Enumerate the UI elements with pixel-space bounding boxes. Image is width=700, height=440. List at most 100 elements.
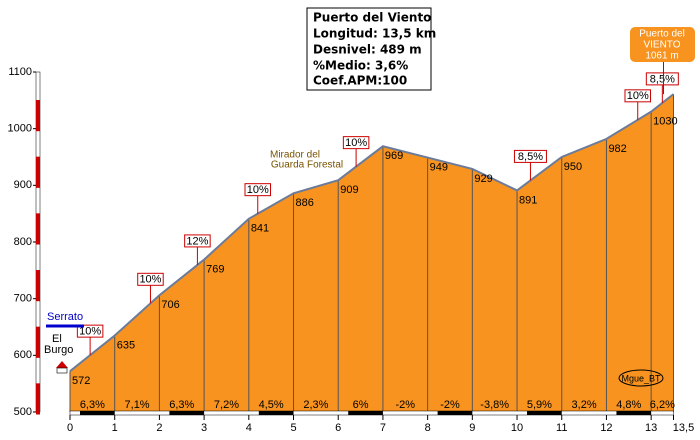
elevation-label: 950: [564, 161, 582, 173]
annotation-label: 8,5%: [650, 73, 675, 85]
gradient-label: -3,8%: [480, 399, 509, 411]
elevation-label: 706: [161, 299, 179, 311]
elevation-label: 572: [72, 375, 90, 387]
y-tick-label: 1100: [8, 66, 32, 78]
annotation-label: 12%: [186, 235, 208, 247]
base-stripe-segment: [258, 411, 294, 415]
elevation-label: 891: [519, 194, 537, 206]
annotation-label: 10%: [247, 184, 269, 196]
x-tick-label: 11: [556, 422, 567, 434]
summit-label: Puerto del: [639, 29, 685, 40]
annotation-box: [244, 183, 272, 197]
x-tick-label: 0: [67, 422, 73, 434]
annotation-box: [645, 72, 679, 86]
village-icon: [56, 361, 68, 368]
profile-area: [70, 94, 674, 412]
gradient-label: 6,2%: [650, 399, 675, 411]
gradient-label: -2%: [440, 399, 460, 411]
elevation-label: 929: [474, 173, 492, 185]
x-tick-label: 13: [645, 422, 657, 434]
annotation-label: 8,5%: [518, 151, 543, 163]
annotation-label: 10%: [139, 274, 161, 286]
elevation-label: 769: [206, 263, 224, 275]
y-tick-label: 1000: [8, 123, 32, 135]
annotation-label: 10%: [345, 137, 367, 149]
place-label: Serrato: [47, 311, 83, 323]
annotation-box: [184, 234, 211, 248]
gradient-label: 7,1%: [125, 399, 150, 411]
gradient-label: 5,9%: [527, 399, 552, 411]
place-label: El: [52, 333, 62, 345]
x-tick-label: 1: [112, 422, 118, 434]
gradient-label: 6%: [353, 399, 369, 411]
x-tick-label: 13,5: [673, 422, 694, 434]
elevation-label: 909: [340, 184, 358, 196]
info-line: Coef.APM:100: [313, 74, 407, 88]
elevation-label: 969: [385, 150, 403, 162]
axis-bar-segment: [36, 156, 40, 188]
base-stripe-segment: [348, 411, 383, 415]
elevation-label: 982: [608, 143, 626, 155]
elevation-label: 841: [251, 223, 269, 235]
info-line: Longitud: 13,5 km: [313, 27, 436, 41]
info-frame: [306, 7, 432, 91]
axis-bar-segment: [36, 383, 40, 415]
place-label: Burgo: [44, 344, 73, 356]
elevation-label: 1030: [653, 116, 677, 128]
author-label: Mgue_BT: [621, 373, 661, 383]
annotation-label: 10%: [79, 326, 101, 338]
y-tick-label: 500: [14, 406, 32, 418]
summit-box: [630, 27, 695, 62]
axis-bar-segment: [36, 270, 40, 302]
place-label: Guarda Forestal: [271, 160, 343, 171]
village-icon-body: [56, 367, 68, 374]
axis-bar-segment: [36, 100, 40, 132]
axis-bar-segment: [36, 213, 40, 245]
gradient-label: 7,2%: [214, 399, 239, 411]
summit-label: VIENTO: [643, 40, 680, 51]
gradient-label: 2,3%: [303, 399, 328, 411]
gradient-label: 3,2%: [572, 399, 597, 411]
elevation-label: 886: [296, 197, 314, 209]
gradient-label: 6,3%: [169, 399, 194, 411]
annotation-box: [513, 149, 547, 163]
x-tick-label: 12: [600, 422, 612, 434]
y-tick-label: 800: [14, 236, 32, 248]
y-tick-label: 700: [14, 293, 32, 305]
annotation-box: [137, 272, 164, 286]
x-tick-label: 8: [425, 422, 431, 434]
summit-label: 1061 m: [645, 51, 678, 62]
gradient-label: 4,8%: [616, 399, 641, 411]
x-tick-label: 3: [201, 422, 207, 434]
base-stripe-segment: [80, 411, 115, 415]
base-stripe-segment: [527, 411, 562, 415]
info-box: Puerto del Viento Longitud: 13,5 km Desn…: [306, 7, 436, 91]
place-label: Mirador del: [270, 150, 320, 161]
elevation-label: 635: [117, 339, 135, 351]
y-tick-label: 600: [14, 349, 32, 361]
annotation-box: [76, 324, 104, 338]
gradient-label: 6,3%: [80, 399, 105, 411]
annotation-box: [342, 136, 370, 150]
chart-title: Puerto del Viento: [313, 11, 431, 25]
elevation-label: 949: [430, 161, 448, 173]
y-tick-label: 900: [14, 179, 32, 191]
info-line: %Medio: 3,6%: [313, 59, 408, 73]
annotation-box: [624, 89, 651, 103]
base-stripe-segment: [437, 411, 473, 415]
base-stripe-segment: [616, 411, 652, 415]
x-tick-label: 7: [380, 422, 386, 434]
x-tick-label: 6: [335, 422, 341, 434]
info-line: Desnivel: 489 m: [313, 43, 422, 57]
gradient-label: -2%: [395, 399, 415, 411]
author-badge: [618, 369, 664, 387]
axis-bar-segment: [36, 326, 40, 358]
x-tick-label: 2: [156, 422, 162, 434]
x-tick-label: 5: [290, 422, 296, 434]
x-tick-label: 9: [469, 422, 475, 434]
profile-line: [69, 93, 675, 372]
x-tick-label: 4: [246, 422, 252, 434]
x-tick-label: 10: [511, 422, 523, 434]
annotation-label: 10%: [627, 90, 649, 102]
